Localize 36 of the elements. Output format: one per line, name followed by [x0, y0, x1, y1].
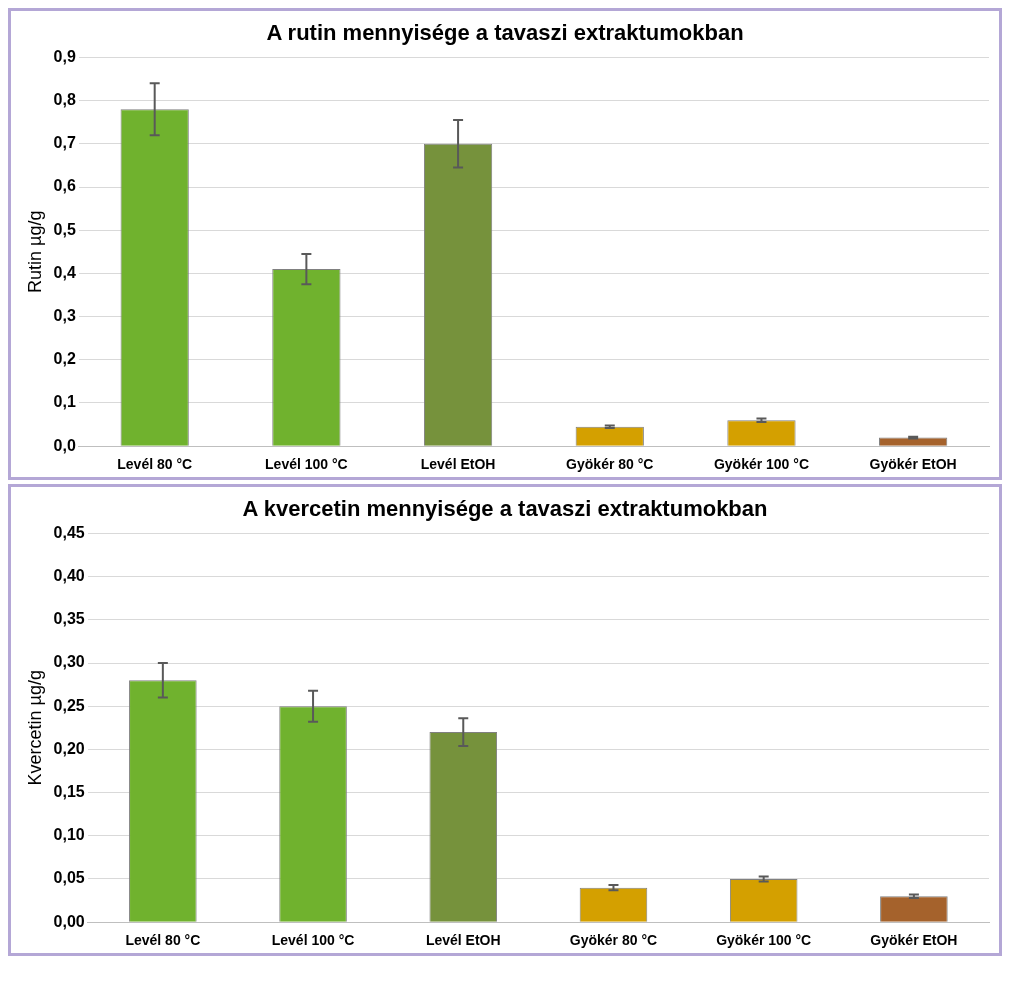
x-tick-label: Gyökér EtOH: [870, 932, 958, 949]
y-tick-label: 0,1: [53, 393, 76, 411]
y-tick-label: 0,15: [53, 783, 85, 801]
x-tick-label: Levél 100 °C: [265, 456, 348, 473]
x-tick-label: Gyökér 100 °C: [713, 456, 810, 473]
chart-title: A rutin mennyisége a tavaszi extraktumokban: [266, 20, 744, 46]
y-tick-label: 0,00: [53, 912, 85, 930]
y-tick-label: 0,20: [53, 739, 85, 757]
y-tick-label: 0,7: [53, 134, 76, 152]
y-tick-label: 0,25: [53, 696, 85, 714]
x-tick-label: Gyökér 80 °C: [566, 456, 654, 473]
y-tick-label: 0,10: [53, 826, 85, 844]
y-axis-title: Rutin µg/g: [24, 210, 45, 294]
y-tick-label: 0,9: [53, 47, 76, 65]
y-tick-label: 0,4: [53, 263, 76, 281]
y-tick-label: 0,05: [53, 869, 85, 887]
y-tick-label: 0,45: [53, 523, 85, 541]
x-tick-label: Levél 80 °C: [125, 932, 201, 949]
y-tick-label: 0,0: [53, 436, 76, 454]
x-tick-label: Levél 100 °C: [271, 932, 355, 949]
y-tick-label: 0,2: [53, 350, 76, 368]
x-tick-label: Levél EtOH: [420, 456, 496, 473]
x-tick-label: Gyökér EtOH: [869, 456, 957, 473]
y-tick-label: 0,3: [53, 307, 76, 325]
x-tick-label: Gyökér 80 °C: [569, 932, 658, 949]
y-tick-label: 0,8: [53, 91, 76, 109]
y-tick-label: 0,30: [53, 653, 85, 671]
y-tick-label: 0,6: [53, 177, 76, 195]
y-tick-label: 0,35: [53, 610, 85, 628]
y-tick-label: 0,5: [53, 220, 76, 238]
chart-title: A kvercetin mennyisége a tavaszi extraktumokban: [242, 496, 768, 522]
x-tick-label: Levél EtOH: [425, 932, 501, 949]
y-tick-label: 0,40: [53, 567, 85, 585]
x-tick-label: Gyökér 100 °C: [716, 932, 812, 949]
x-tick-label: Levél 80 °C: [117, 456, 193, 473]
y-axis-title: Kvercetin µg/g: [24, 670, 45, 786]
